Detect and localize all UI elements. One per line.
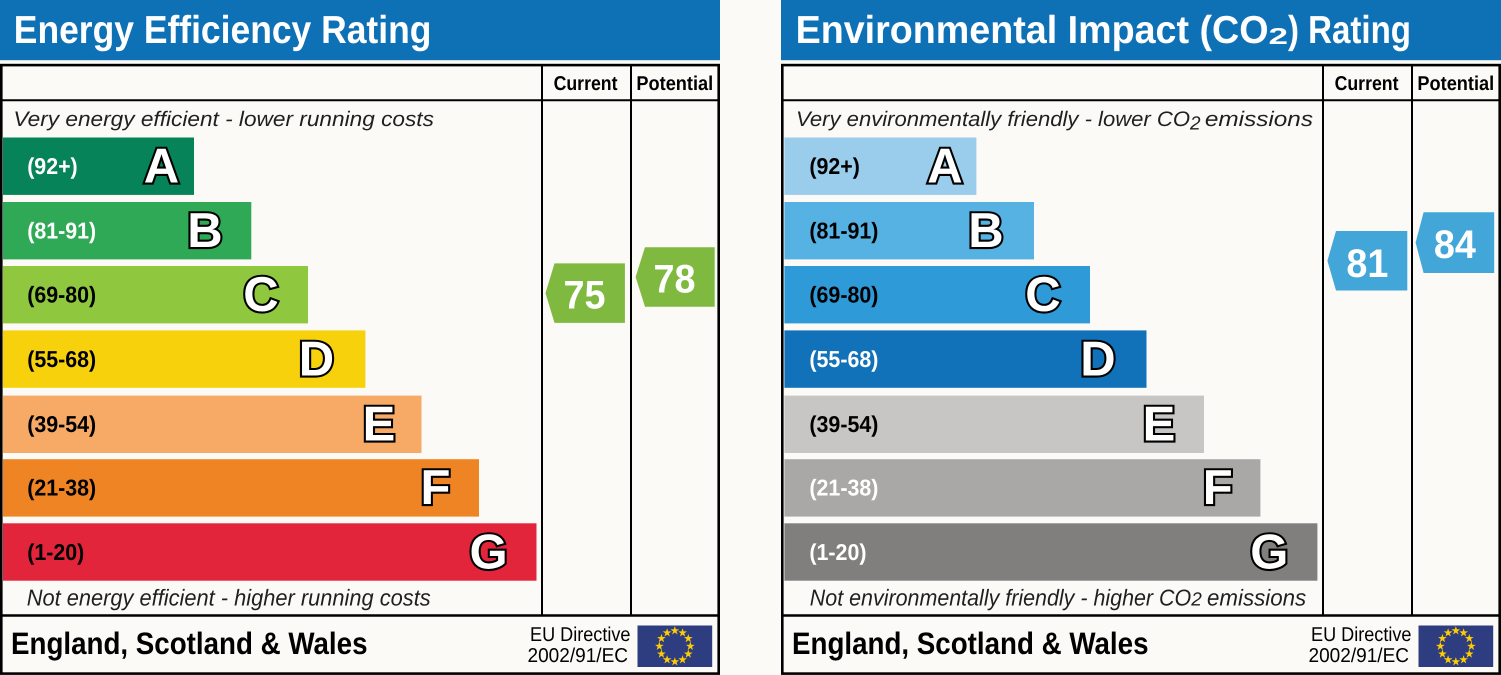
svg-text:(81-91): (81-91) <box>809 218 878 244</box>
svg-text:(69-80): (69-80) <box>27 282 96 308</box>
svg-text:(21-38): (21-38) <box>809 475 878 501</box>
svg-text:(21-38): (21-38) <box>27 475 96 501</box>
svg-text:Not energy efficient - higher: Not energy efficient - higher running co… <box>27 584 431 610</box>
svg-text:G: G <box>469 525 507 579</box>
svg-text:F: F <box>1203 461 1233 515</box>
svg-text:F: F <box>421 461 451 515</box>
svg-text:A: A <box>144 140 179 194</box>
svg-text:C: C <box>1025 268 1060 322</box>
svg-text:Environmental Impact (CO: Environmental Impact (CO <box>796 9 1269 52</box>
svg-text:England, Scotland & Wales: England, Scotland & Wales <box>11 626 368 661</box>
svg-text:EU Directive: EU Directive <box>530 624 631 646</box>
svg-text:Not environmentally friendly -: Not environmentally friendly - higher CO <box>810 584 1191 610</box>
svg-text:(81-91): (81-91) <box>27 218 96 244</box>
svg-text:emissions: emissions <box>1205 108 1314 131</box>
svg-text:D: D <box>299 332 334 386</box>
svg-text:(69-80): (69-80) <box>809 282 878 308</box>
svg-text:2: 2 <box>1189 113 1201 134</box>
svg-text:Very energy efficient - lower: Very energy efficient - lower running co… <box>13 108 434 131</box>
svg-text:(92+): (92+) <box>27 153 77 179</box>
svg-text:B: B <box>968 204 1003 258</box>
svg-text:Potential: Potential <box>636 73 713 95</box>
svg-text:) Rating: ) Rating <box>1288 9 1411 52</box>
svg-text:England, Scotland & Wales: England, Scotland & Wales <box>792 626 1149 661</box>
svg-text:(39-54): (39-54) <box>809 411 878 437</box>
svg-text:G: G <box>1250 525 1288 579</box>
svg-text:B: B <box>187 204 222 258</box>
svg-text:(92+): (92+) <box>809 153 860 179</box>
svg-text:Potential: Potential <box>1417 73 1494 95</box>
svg-text:EU Directive: EU Directive <box>1311 624 1412 646</box>
svg-text:(1-20): (1-20) <box>27 539 84 565</box>
svg-text:(1-20): (1-20) <box>809 539 866 565</box>
svg-text:2002/91/EC: 2002/91/EC <box>1309 645 1410 667</box>
svg-text:E: E <box>363 398 396 452</box>
svg-text:2: 2 <box>1190 589 1202 610</box>
svg-text:84: 84 <box>1434 223 1477 267</box>
svg-text:D: D <box>1080 332 1115 386</box>
svg-text:emissions: emissions <box>1207 584 1307 610</box>
svg-text:A: A <box>927 140 962 194</box>
svg-text:78: 78 <box>654 257 696 301</box>
svg-text:E: E <box>1143 398 1176 452</box>
svg-text:(55-68): (55-68) <box>27 346 96 372</box>
svg-text:(39-54): (39-54) <box>27 411 96 437</box>
svg-text:Current: Current <box>554 73 618 95</box>
svg-text:(55-68): (55-68) <box>809 346 878 372</box>
svg-text:2002/91/EC: 2002/91/EC <box>528 645 629 667</box>
svg-text:2: 2 <box>1269 23 1289 49</box>
svg-text:81: 81 <box>1346 242 1388 286</box>
svg-text:Very environmentally friendly: Very environmentally friendly - lower CO <box>796 108 1190 131</box>
svg-text:75: 75 <box>564 274 606 318</box>
svg-text:Energy Efficiency Rating: Energy Efficiency Rating <box>14 9 432 52</box>
svg-text:C: C <box>243 268 278 322</box>
svg-text:Current: Current <box>1335 73 1399 95</box>
